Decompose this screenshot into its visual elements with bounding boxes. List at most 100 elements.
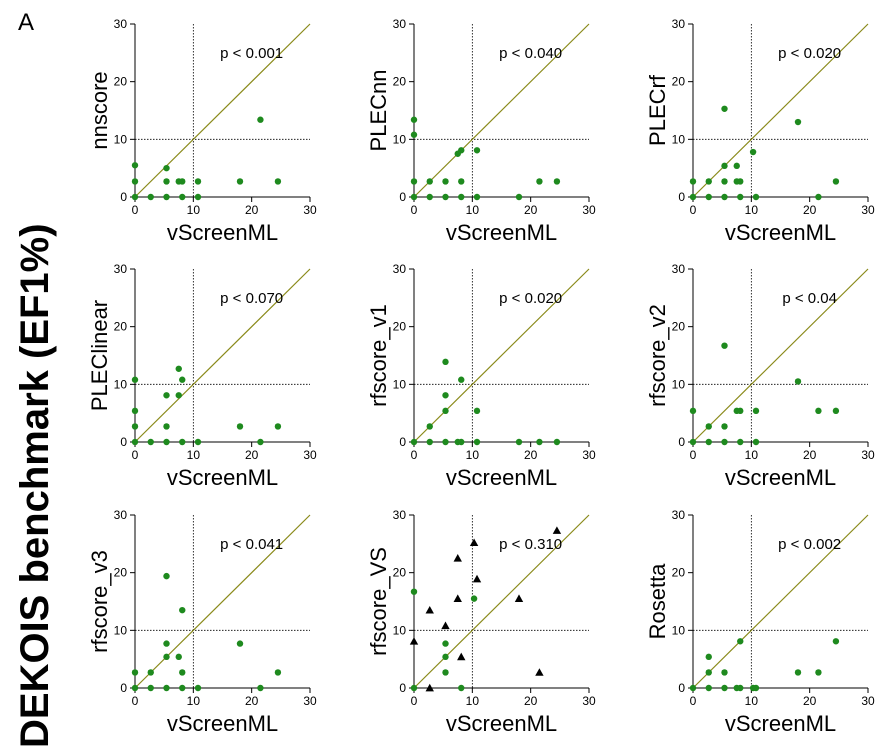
x-tick-label: 20 <box>524 694 538 708</box>
y-tick-label: 30 <box>672 262 686 276</box>
data-point <box>721 193 728 201</box>
data-point <box>163 640 170 647</box>
data-point <box>163 438 170 446</box>
data-point <box>257 438 264 446</box>
data-point-triangle <box>425 683 434 692</box>
y-axis-label: PLECrf <box>645 74 670 146</box>
data-point <box>473 147 481 154</box>
data-point <box>515 438 523 446</box>
y-tick-label: 30 <box>114 17 128 31</box>
data-point <box>274 423 282 430</box>
y-axis-label: PLECnn <box>366 70 391 152</box>
data-point <box>194 438 202 446</box>
y-tick-label: 0 <box>399 681 406 695</box>
data-point <box>274 669 282 676</box>
data-point <box>410 588 418 595</box>
data-point <box>163 423 170 430</box>
data-point <box>131 376 139 383</box>
data-point <box>426 178 433 185</box>
y-tick-label: 0 <box>399 190 406 204</box>
figure-y-title: DEKOIS benchmark (EF1%) <box>13 223 57 748</box>
data-point <box>721 684 728 692</box>
data-point <box>179 438 186 446</box>
y-tick-label: 20 <box>114 566 128 580</box>
data-point <box>163 653 170 661</box>
x-axis-label: vScreenML <box>725 465 836 490</box>
data-point <box>458 178 465 185</box>
data-point <box>175 365 182 372</box>
data-point <box>410 116 418 123</box>
data-point <box>705 438 712 446</box>
x-tick-label: 30 <box>303 203 317 217</box>
x-axis-label: vScreenML <box>446 711 557 736</box>
data-point <box>131 407 139 415</box>
y-tick-label: 20 <box>672 320 686 334</box>
p-value-annotation: p < 0.002 <box>778 536 841 553</box>
data-point <box>721 438 728 446</box>
y-tick-label: 10 <box>672 623 686 637</box>
data-point <box>794 669 802 676</box>
data-point-triangle <box>453 554 462 562</box>
x-tick-label: 0 <box>411 203 418 217</box>
data-point <box>442 178 449 185</box>
y-tick-label: 0 <box>678 681 685 695</box>
data-point-triangle <box>552 526 562 534</box>
diagonal-line <box>134 514 311 689</box>
p-value-annotation: p < 0.04 <box>782 290 837 307</box>
x-tick-label: 30 <box>303 448 317 462</box>
x-tick-label: 30 <box>861 203 875 217</box>
x-axis-label: vScreenML <box>167 220 278 245</box>
y-tick-label: 0 <box>399 435 406 449</box>
diagonal-line <box>692 23 869 198</box>
data-point <box>721 178 728 185</box>
x-tick-label: 0 <box>411 448 418 462</box>
data-point <box>194 178 202 185</box>
y-tick-label: 10 <box>114 132 128 146</box>
data-point <box>737 438 744 446</box>
x-tick-label: 0 <box>132 448 139 462</box>
data-point <box>733 162 740 170</box>
y-tick-label: 10 <box>393 623 407 637</box>
data-point <box>442 193 449 201</box>
data-point <box>179 193 186 201</box>
x-axis-label: vScreenML <box>167 711 278 736</box>
data-point <box>131 438 139 446</box>
x-axis-label: vScreenML <box>446 220 557 245</box>
scatter-panel-rfscore_vs: 0 10 20 30 0 10 20 30 vScreenML rfscore_VS p < 0.3… <box>366 508 596 736</box>
data-point <box>689 438 697 446</box>
data-point <box>721 342 728 349</box>
y-tick-label: 20 <box>672 566 686 580</box>
data-point <box>737 638 744 645</box>
x-axis-label: vScreenML <box>446 465 557 490</box>
y-tick-label: 30 <box>393 262 407 276</box>
y-tick-label: 20 <box>393 75 407 89</box>
data-point <box>737 178 744 185</box>
data-point <box>705 423 712 430</box>
data-point <box>721 423 728 430</box>
x-tick-label: 10 <box>187 203 201 217</box>
data-point <box>442 653 449 661</box>
data-point <box>163 164 170 172</box>
data-point <box>410 193 418 201</box>
data-point <box>458 438 465 446</box>
data-point <box>442 392 449 399</box>
data-point <box>794 378 802 385</box>
data-point-triangle <box>469 538 479 547</box>
data-point <box>721 669 728 676</box>
data-point <box>147 193 154 201</box>
x-axis-label: vScreenML <box>725 711 836 736</box>
data-point <box>536 438 543 446</box>
y-tick-label: 10 <box>393 132 407 146</box>
x-tick-label: 10 <box>745 448 759 462</box>
scatter-panel-plecrf: 0 10 20 30 0 10 20 30 vScreenML PLECrf p < 0.020 <box>645 17 875 245</box>
y-axis-label: rfscore_v1 <box>366 304 391 407</box>
data-point <box>458 193 465 201</box>
data-point <box>131 423 139 430</box>
data-point <box>131 193 139 201</box>
y-axis-label: Rosetta <box>645 563 670 640</box>
x-tick-label: 0 <box>690 694 697 708</box>
scatter-panel-rfscore_v3: 0 10 20 30 0 10 20 30 vScreenML rfscore_v3 p < 0.0… <box>87 508 317 736</box>
data-point <box>458 684 465 692</box>
x-tick-label: 30 <box>861 694 875 708</box>
data-point <box>236 178 244 185</box>
